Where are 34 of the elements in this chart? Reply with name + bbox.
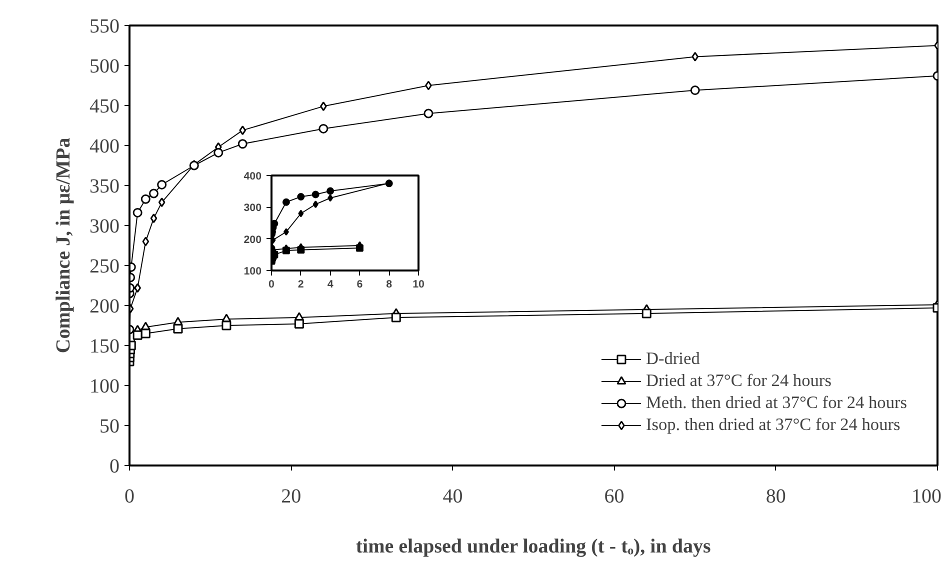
- x-tick-label: 60: [604, 486, 624, 508]
- y-axis-title: Compliance J, in με/MPa: [52, 138, 74, 354]
- legend-label: Dried at 37°C for 24 hours: [646, 371, 832, 391]
- y-tick-label: 300: [90, 216, 120, 238]
- y-tick-label: 100: [90, 376, 120, 398]
- y-tick-label: 400: [244, 170, 262, 182]
- x-tick-label: 100: [912, 486, 941, 508]
- x-tick-label: 6: [356, 278, 363, 290]
- y-tick-label: 150: [90, 336, 120, 358]
- x-tick-label: 8: [386, 278, 392, 290]
- y-tick-label: 200: [244, 234, 262, 246]
- y-tick-label: 50: [100, 416, 120, 438]
- y-tick-label: 500: [90, 56, 120, 78]
- x-tick-label: 0: [124, 486, 134, 508]
- legend-label: Isop. then dried at 37°C for 24 hours: [646, 415, 900, 435]
- x-tick-label: 2: [298, 278, 304, 290]
- y-tick-label: 200: [90, 296, 120, 318]
- y-tick-label: 100: [244, 266, 262, 278]
- y-tick-label: 300: [244, 202, 262, 214]
- y-tick-label: 250: [90, 256, 120, 278]
- legend-label: Meth. then dried at 37°C for 24 hours: [646, 393, 907, 413]
- x-tick-label: 0: [268, 278, 275, 290]
- x-tick-label: 20: [281, 486, 302, 508]
- x-tick-label: 4: [327, 278, 334, 290]
- x-tick-label: 80: [766, 486, 786, 508]
- x-tick-label: 40: [442, 486, 463, 508]
- x-tick-label: 10: [412, 278, 424, 290]
- x-axis-title: time elapsed under loading (t - tₒ), in days: [356, 536, 711, 558]
- y-tick-label: 400: [90, 136, 120, 158]
- y-tick-label: 350: [90, 176, 120, 198]
- y-tick-label: 450: [90, 96, 120, 118]
- legend-label: D-dried: [646, 349, 700, 369]
- y-tick-label: 550: [90, 16, 120, 38]
- y-tick-label: 0: [110, 456, 120, 478]
